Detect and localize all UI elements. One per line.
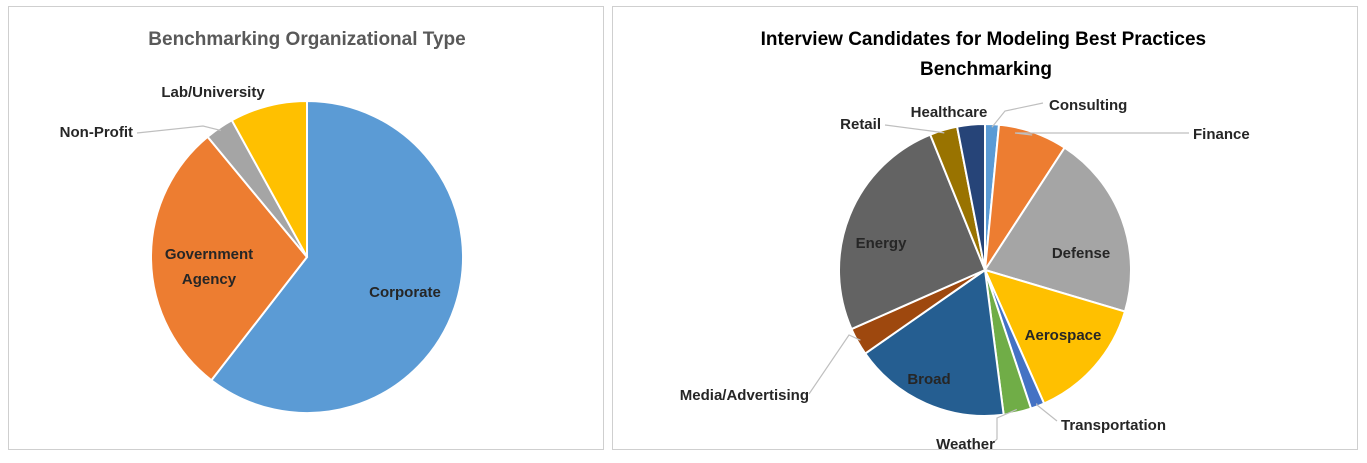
data-label-aerospace: Aerospace xyxy=(1025,327,1102,344)
data-label-weather: Weather xyxy=(936,436,995,451)
chart-title: Benchmarking Organizational Type xyxy=(148,29,465,50)
data-label-corporate: Corporate xyxy=(369,284,441,301)
data-label-defense: Defense xyxy=(1052,245,1110,262)
data-label-finance: Finance xyxy=(1193,126,1250,143)
chart-title-line-1: Interview Candidates for Modeling Best P… xyxy=(761,29,1207,50)
data-label-healthcare: Healthcare xyxy=(911,104,988,121)
data-label-transportation: Transportation xyxy=(1061,417,1166,434)
chart-title: Interview Candidates for Modeling Best P… xyxy=(761,29,1212,80)
leader-line-consulting xyxy=(991,102,1044,128)
data-label-government-agency: Government Agency xyxy=(165,246,253,288)
data-label-retail: Retail xyxy=(840,116,881,133)
pie-slice-energy xyxy=(838,133,987,331)
pie-slice-defense xyxy=(983,146,1132,313)
pie-slice-healthcare xyxy=(955,122,986,271)
pie-slice-lab-university xyxy=(230,99,308,258)
leader-line-media-advertising xyxy=(808,334,861,395)
pie-slice-aerospace xyxy=(983,268,1127,405)
data-label-consulting: Consulting xyxy=(1049,97,1127,114)
chart-panel-organizational-type: Benchmarking Organizational Type Corpora… xyxy=(8,6,604,450)
chart-title-line-2: Benchmarking xyxy=(920,59,1052,80)
leader-line-transportation xyxy=(1035,403,1058,422)
data-label-energy: Energy xyxy=(856,235,908,252)
leader-line-finance xyxy=(1014,132,1189,136)
leader-line-weather xyxy=(992,408,1018,444)
data-label-media-advertising: Media/Advertising xyxy=(680,387,809,404)
pie-slice-corporate xyxy=(209,99,464,414)
data-label-lab-university: Lab/University xyxy=(161,84,265,101)
pie-slice-government-agency xyxy=(150,135,309,382)
pie-slice-broad xyxy=(863,268,1005,417)
data-label-non-profit: Non-Profit xyxy=(60,124,133,141)
pie-chart-interview-candidates: Interview Candidates for Modeling Best P… xyxy=(680,29,1250,451)
pie-chart-organizational-type: Benchmarking Organizational Type Corpora… xyxy=(60,29,466,414)
data-label-broad: Broad xyxy=(907,371,950,388)
leader-line-retail xyxy=(884,124,945,134)
leader-line-non-profit xyxy=(136,125,222,134)
chart-panel-interview-candidates: Interview Candidates for Modeling Best P… xyxy=(612,6,1358,451)
